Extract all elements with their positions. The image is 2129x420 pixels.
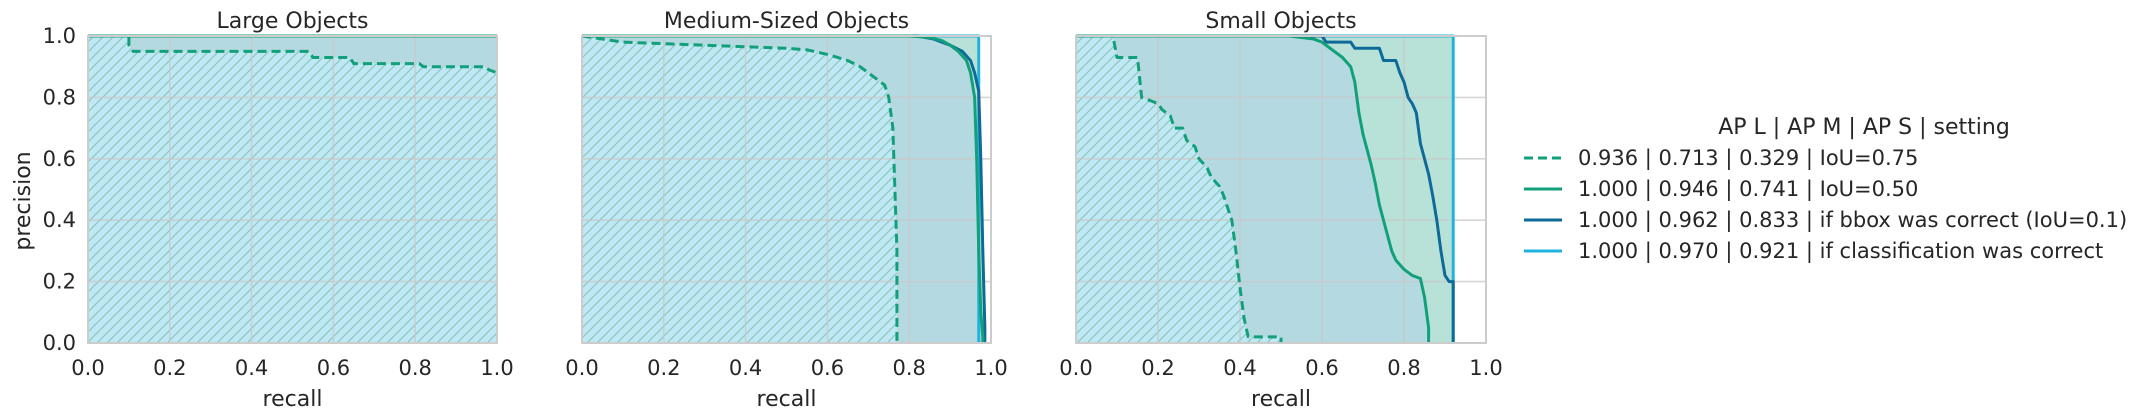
legend-entry: 1.000 | 0.962 | 0.833 | if bbox was corr…	[1524, 208, 2127, 233]
series-line-1	[1076, 34, 1431, 343]
y-tick-label: 0.2	[43, 270, 76, 294]
legend-entry: 0.936 | 0.713 | 0.329 | IoU=0.75	[1524, 146, 1918, 171]
series-line-0	[88, 34, 498, 75]
panel-small-objects: Small Objects 0.0 0.2 0.4 0.6 0.8 1.0 recall	[1059, 9, 1502, 412]
panel-medium-objects: Medium-Sized Objects 0.0 0.2 0.4 0.6 0.8 1.0 …	[565, 9, 1007, 412]
y-tick-label: 1.0	[43, 24, 76, 48]
legend-label: 1.000 | 0.970 | 0.921 | if classificatio…	[1578, 239, 2103, 264]
legend-entry: 1.000 | 0.970 | 0.921 | if classificatio…	[1524, 239, 2103, 264]
plot-frame	[581, 35, 992, 344]
x-tick-label: 1.0	[1469, 356, 1502, 380]
plot-frame	[1075, 35, 1487, 344]
area-hatch-series-0	[88, 36, 497, 343]
x-tick-label: 0.6	[811, 356, 844, 380]
series-line-2	[1076, 34, 1455, 343]
y-tick-label: 0.6	[43, 147, 76, 171]
plot-area: 0.0 0.2 0.4 0.6 0.8 1.0	[1059, 34, 1503, 380]
legend-entry: 1.000 | 0.946 | 0.741 | IoU=0.50	[1524, 177, 1918, 202]
series-line-0	[1076, 34, 1283, 343]
x-tick-label: 0.0	[71, 356, 104, 380]
legend-label: 1.000 | 0.946 | 0.741 | IoU=0.50	[1578, 177, 1918, 202]
panel-large-objects: Large Objects 0.0 0.2 0.4 0.6 0.8 1.00.00.20.…	[11, 9, 514, 412]
x-tick-label: 0.0	[1059, 356, 1092, 380]
y-tick-label: 0.4	[43, 208, 76, 232]
y-tick-label: 0.8	[43, 85, 76, 109]
area-hatch-series-0	[1076, 36, 1281, 343]
x-tick-label: 0.8	[892, 356, 925, 380]
area-hatch-series-0	[582, 36, 897, 343]
series-line-0	[581, 34, 899, 343]
x-tick-label: 0.0	[565, 356, 598, 380]
x-tick-label: 0.6	[317, 356, 350, 380]
plot-area: 0.0 0.2 0.4 0.6 0.8 1.0 0.0 0.2 0.4 0.6 0.8 1.0	[43, 24, 514, 380]
y-tick-label: 0.0	[43, 331, 76, 355]
series-line-1	[582, 34, 985, 343]
x-tick-label: 0.2	[153, 356, 186, 380]
x-axis-label: recall	[1251, 387, 1311, 412]
x-tick-label: 0.8	[398, 356, 431, 380]
x-tick-label: 0.2	[647, 356, 680, 380]
x-tick-label: 1.0	[974, 356, 1007, 380]
legend-title: AP L | AP M | AP S | setting	[1718, 115, 2010, 140]
plot-frame	[87, 35, 498, 344]
chart-title: Large Objects	[216, 9, 368, 34]
legend-label: 0.936 | 0.713 | 0.329 | IoU=0.75	[1578, 146, 1918, 171]
x-tick-label: 0.4	[729, 356, 762, 380]
chart-title: Small Objects	[1205, 9, 1356, 34]
x-axis-label: recall	[263, 387, 323, 412]
x-tick-label: 0.2	[1141, 356, 1174, 380]
x-axis-label: recall	[757, 387, 817, 412]
y-axis-label: precision	[11, 151, 36, 250]
chart-title: Medium-Sized Objects	[664, 9, 909, 34]
x-tick-label: 0.8	[1387, 356, 1420, 380]
x-tick-label: 1.0	[480, 356, 513, 380]
x-tick-label: 0.6	[1305, 356, 1338, 380]
x-tick-label: 0.4	[235, 356, 268, 380]
legend-label: 1.000 | 0.962 | 0.833 | if bbox was corr…	[1578, 208, 2127, 233]
legend: AP L | AP M | AP S | setting 0.936 | 0.7…	[1524, 115, 2127, 264]
plot-area: 0.0 0.2 0.4 0.6 0.8 1.0	[565, 34, 1008, 380]
x-tick-label: 0.4	[1223, 356, 1256, 380]
